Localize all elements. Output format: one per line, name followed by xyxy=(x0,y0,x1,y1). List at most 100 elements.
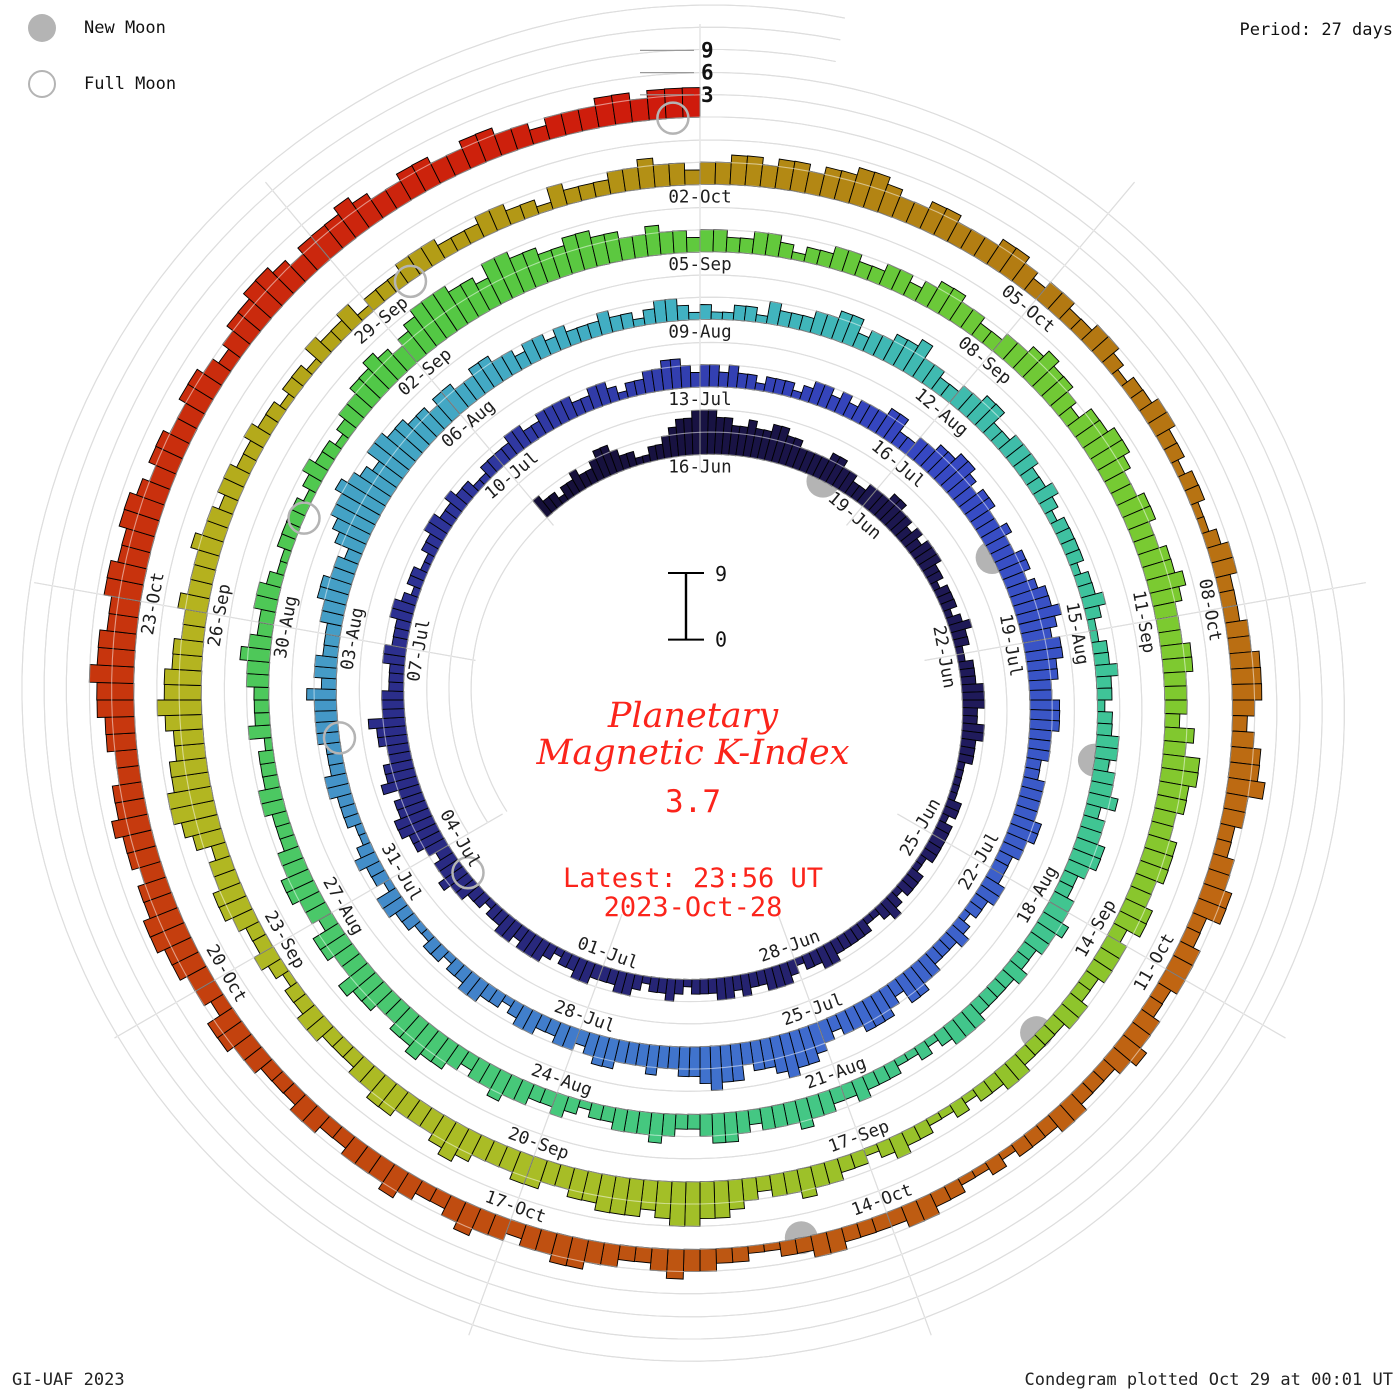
date-label: 16-Jun xyxy=(668,458,731,478)
k-bar xyxy=(688,1046,701,1077)
k-bar xyxy=(725,236,741,254)
k-bar xyxy=(1230,666,1262,685)
k-bar xyxy=(104,716,136,736)
new-moon-label: New Moon xyxy=(84,18,166,38)
full-moon-marker xyxy=(451,855,485,890)
k-bar xyxy=(246,659,271,676)
credit-label: GI-UAF 2023 xyxy=(12,1370,125,1390)
k-scale-tick-label: 3 xyxy=(701,83,714,107)
date-label: 02-Oct xyxy=(668,188,731,208)
k-bar xyxy=(688,311,701,321)
k-bar xyxy=(1231,683,1263,701)
k-bar xyxy=(715,1247,734,1264)
k-bar xyxy=(723,1111,740,1143)
k-bar xyxy=(636,157,656,190)
k-bar xyxy=(1164,699,1188,715)
grid-over xyxy=(21,4,1366,1362)
k-scale-tick-label: 9 xyxy=(701,38,714,62)
k-bar xyxy=(253,686,270,701)
k-bar xyxy=(741,1176,759,1202)
k-bar xyxy=(649,1247,669,1272)
full-moon-marker xyxy=(656,101,690,135)
current-k-value: 3.7 xyxy=(665,784,721,820)
k-bar xyxy=(682,1248,701,1273)
k-bar xyxy=(96,682,135,701)
radial-gridline xyxy=(468,914,623,1336)
k-bar xyxy=(713,1180,731,1219)
latest-block: Latest: 23:56 UT 2023-Oct-28 xyxy=(393,864,993,922)
scalebar-max-label: 9 xyxy=(715,562,727,586)
k-bar xyxy=(712,229,728,253)
k-bar xyxy=(253,699,270,714)
latest-time: Latest: 23:56 UT xyxy=(562,863,824,894)
k-bar xyxy=(1094,663,1119,678)
k-bar xyxy=(727,1178,745,1211)
k-bar xyxy=(257,749,276,765)
k-bar xyxy=(254,712,271,727)
radial-gridline xyxy=(846,181,1135,526)
k-bar xyxy=(690,978,701,995)
k-bar xyxy=(1231,699,1256,717)
k-bar xyxy=(1224,619,1250,639)
k-bar xyxy=(1096,687,1113,701)
k-bar xyxy=(1093,651,1110,666)
center-scalebar: 90 xyxy=(668,562,727,652)
k-bar xyxy=(699,304,712,320)
k-bar xyxy=(1164,685,1188,701)
k-bar xyxy=(1096,699,1106,713)
full-moon-markers xyxy=(287,101,690,890)
k-bar xyxy=(735,1109,751,1135)
k-bar xyxy=(687,1113,701,1130)
k-bar xyxy=(686,236,701,253)
k-bar xyxy=(710,311,724,321)
latest-date: 2023-Oct-28 xyxy=(603,892,783,923)
radial-gridline xyxy=(114,813,503,1039)
k-bar xyxy=(714,161,732,186)
period-label: Period: 27 days xyxy=(1239,20,1393,40)
k-bar xyxy=(320,677,337,690)
k-bar xyxy=(664,298,679,323)
k-bar xyxy=(1163,671,1187,687)
k-bar xyxy=(313,699,338,712)
k-bar xyxy=(699,229,715,253)
k-bar xyxy=(629,97,650,123)
k-bar xyxy=(960,675,977,686)
full-moon-icon xyxy=(28,70,56,98)
k-bar xyxy=(388,681,405,692)
k-bar xyxy=(699,1045,712,1085)
k-bar xyxy=(721,311,735,321)
radial-gridline xyxy=(34,582,476,661)
k-bar xyxy=(96,699,135,718)
k-bar xyxy=(116,765,142,786)
date-label: 13-Jul xyxy=(668,390,731,410)
k-bar xyxy=(1096,711,1113,725)
k-bar xyxy=(684,169,701,186)
k-bar xyxy=(755,1174,773,1193)
k-bar xyxy=(163,668,203,686)
full-moon-marker xyxy=(287,501,321,535)
k-bar xyxy=(676,304,690,322)
k-bar xyxy=(1096,722,1113,737)
k-bar xyxy=(672,230,688,254)
k-bar xyxy=(711,1112,727,1144)
k-bar xyxy=(738,237,755,255)
k-bar xyxy=(1029,699,1061,711)
k-bar xyxy=(314,710,338,723)
k-bar xyxy=(699,364,711,388)
k-bar xyxy=(644,224,662,257)
k-bar xyxy=(1091,639,1109,655)
full-moon-label: Full Moon xyxy=(84,74,177,94)
k-bar xyxy=(674,1113,689,1130)
radial-gridline xyxy=(924,582,1366,661)
k-bar xyxy=(1029,689,1053,701)
k-bar xyxy=(707,977,718,994)
k-bar xyxy=(164,714,204,732)
k-bar xyxy=(661,1113,677,1137)
k-bar xyxy=(174,742,207,762)
date-label: 09-Aug xyxy=(668,323,731,343)
k-bar xyxy=(699,1113,714,1137)
legend-full-moon: Full Moon xyxy=(28,70,176,98)
k-bar xyxy=(105,732,138,753)
k-bar xyxy=(1095,675,1112,689)
